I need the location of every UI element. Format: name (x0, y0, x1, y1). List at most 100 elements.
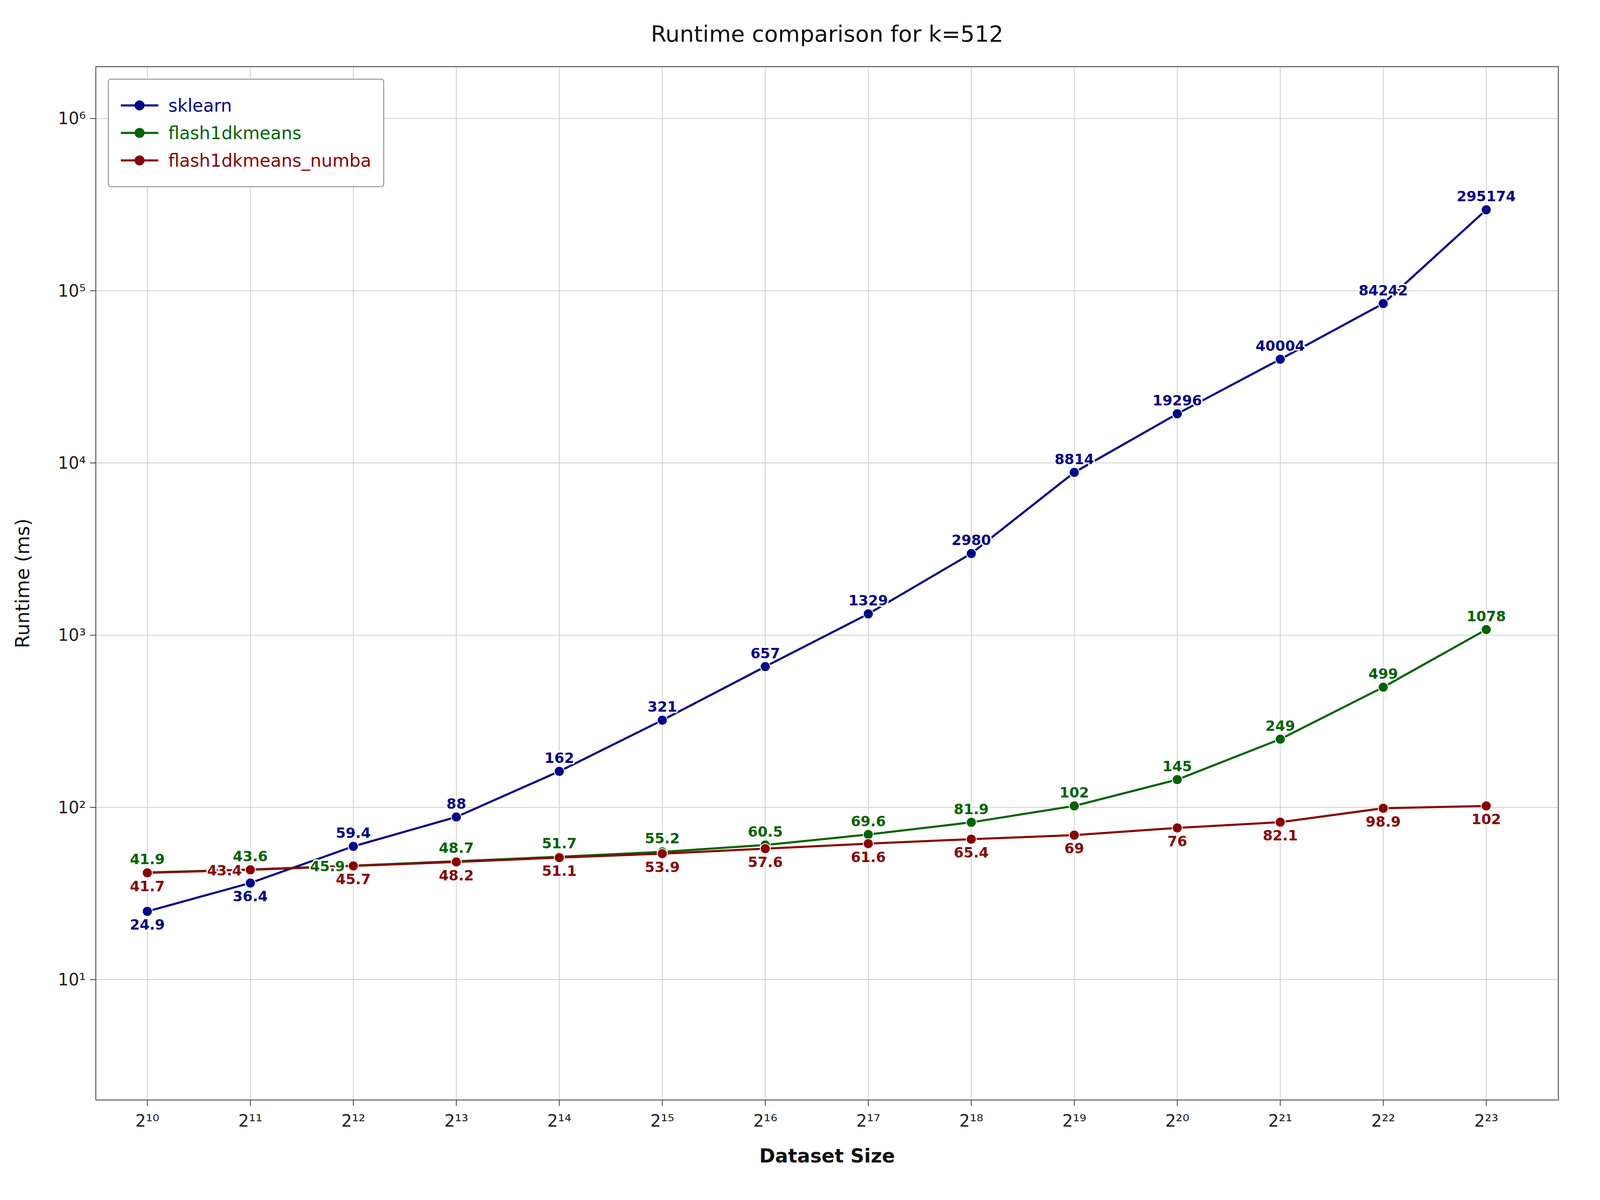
x-grid-line (867, 66, 869, 1100)
data-labels: 24.941.741.936.443.443.645.745.959.448.2… (130, 187, 1516, 933)
series-point (348, 860, 359, 871)
x-tick-label: 2¹⁸ (959, 1111, 984, 1131)
data-label: 69.6 (850, 812, 886, 830)
series-point (863, 608, 874, 619)
y-tick-label: 10¹ (57, 970, 86, 990)
data (142, 204, 1492, 917)
x-grid-line (455, 66, 457, 1100)
data-label: 65.4 (953, 844, 989, 861)
data-label: 2980 (951, 531, 992, 549)
y-tick (90, 634, 96, 636)
data-label: 36.4 (232, 887, 268, 905)
legend-label: sklearn (168, 95, 233, 116)
x-grid-line (147, 66, 148, 1100)
data-label: 43.6 (232, 847, 268, 865)
series-line (147, 805, 1487, 873)
x-tick (662, 1100, 663, 1106)
series-point (657, 715, 668, 725)
data-label: 81.9 (953, 800, 989, 818)
x-grid-line (1280, 66, 1281, 1100)
plot-background (95, 66, 1559, 1100)
data-label: 69 (1064, 840, 1085, 857)
data-label: 84242 (1358, 282, 1408, 299)
data-label: 19296 (1152, 392, 1202, 409)
series-line (147, 629, 1487, 873)
x-grid-line (765, 66, 766, 1100)
x-tick-label: 2¹³ (444, 1111, 469, 1131)
x-tick-label: 2²⁰ (1165, 1111, 1190, 1131)
series-point (1275, 817, 1286, 828)
data-label: 76 (1167, 832, 1188, 850)
data-label: 102 (1471, 810, 1501, 828)
x-tick-label: 2¹⁴ (547, 1111, 572, 1131)
x-tick (250, 1100, 251, 1106)
y-tick-label: 10⁴ (57, 453, 86, 473)
series-point (1481, 204, 1492, 215)
data-label: 145 (1162, 757, 1193, 775)
x-grid-line (1176, 66, 1178, 1100)
data-label: 59.4 (335, 824, 371, 842)
data-label: 41.9 (130, 850, 165, 868)
y-grid-line (95, 807, 1559, 808)
title: Runtime comparison for k=512 (650, 20, 1004, 48)
series-point (1069, 467, 1080, 478)
axes: 10¹10²10³10⁴10⁵10⁶2¹⁰2¹¹2¹²2¹³2¹⁴2¹⁵2¹⁶2… (57, 108, 1499, 1131)
series-point (1481, 624, 1492, 635)
x-tick (867, 1100, 869, 1106)
legend-label: flash1dkmeans (168, 122, 302, 144)
series-point (1275, 734, 1286, 745)
x-tick-label: 2¹² (341, 1111, 366, 1131)
x-grid-line (662, 66, 663, 1100)
y-grid-line (95, 462, 1559, 464)
x-tick-label: 2²¹ (1268, 1111, 1293, 1131)
data-label: 41.7 (130, 877, 165, 895)
chart: 10¹10²10³10⁴10⁵10⁶2¹⁰2¹¹2¹²2¹³2¹⁴2¹⁵2¹⁶2… (0, 0, 1600, 1200)
series-point (245, 864, 256, 875)
data-label: 45.9 (310, 857, 345, 875)
x-tick (1073, 1100, 1075, 1106)
x-tick-label: 2¹⁷ (856, 1111, 881, 1131)
series-point (1172, 822, 1183, 833)
legend-label: flash1dkmeans_numba (168, 150, 372, 171)
x-tick (1382, 1100, 1384, 1106)
data-label: 51.7 (541, 835, 577, 852)
x-tick-label: 2¹⁰ (135, 1111, 160, 1131)
series-point (142, 906, 153, 917)
series-point (245, 877, 256, 888)
data-label: 162 (544, 749, 575, 767)
x-grid-line (1073, 66, 1075, 1100)
x-grid-line (1382, 66, 1384, 1100)
data-label: 88 (446, 795, 466, 813)
y-tick (90, 807, 96, 808)
x-grid-line (970, 66, 972, 1100)
x-tick (765, 1100, 766, 1106)
page: {"chart_data": { "type": "line", "title"… (0, 0, 1600, 1200)
legend-marker (134, 155, 145, 166)
series-point (1172, 408, 1183, 419)
y-tick-label: 10⁵ (57, 281, 86, 301)
data-label: 61.6 (850, 848, 886, 866)
data-label: 657 (750, 645, 780, 662)
x-tick-label: 2²² (1371, 1111, 1396, 1131)
series-point (966, 834, 977, 845)
series-point (760, 843, 771, 854)
series-point (451, 857, 462, 868)
legend-marker (134, 127, 145, 138)
x-tick (558, 1100, 560, 1106)
data-label: 48.2 (438, 867, 474, 884)
x-axis-label: Dataset Size (759, 1144, 895, 1168)
legend: sklearn flash1dkmeans flash1dkmeans_numba (108, 79, 384, 187)
series-point (1378, 803, 1389, 814)
series-point (1069, 800, 1080, 811)
series-point (1378, 298, 1389, 309)
x-grid-line (352, 66, 354, 1100)
data-label: 24.9 (130, 916, 165, 933)
y-tick-label: 10³ (57, 625, 86, 645)
series-point (348, 860, 359, 871)
x-tick (352, 1100, 354, 1106)
plot-frame (95, 66, 1559, 1100)
series-point (142, 867, 153, 878)
x-tick (1280, 1100, 1281, 1106)
series-point (348, 841, 359, 852)
data-label: 51.1 (541, 862, 577, 880)
